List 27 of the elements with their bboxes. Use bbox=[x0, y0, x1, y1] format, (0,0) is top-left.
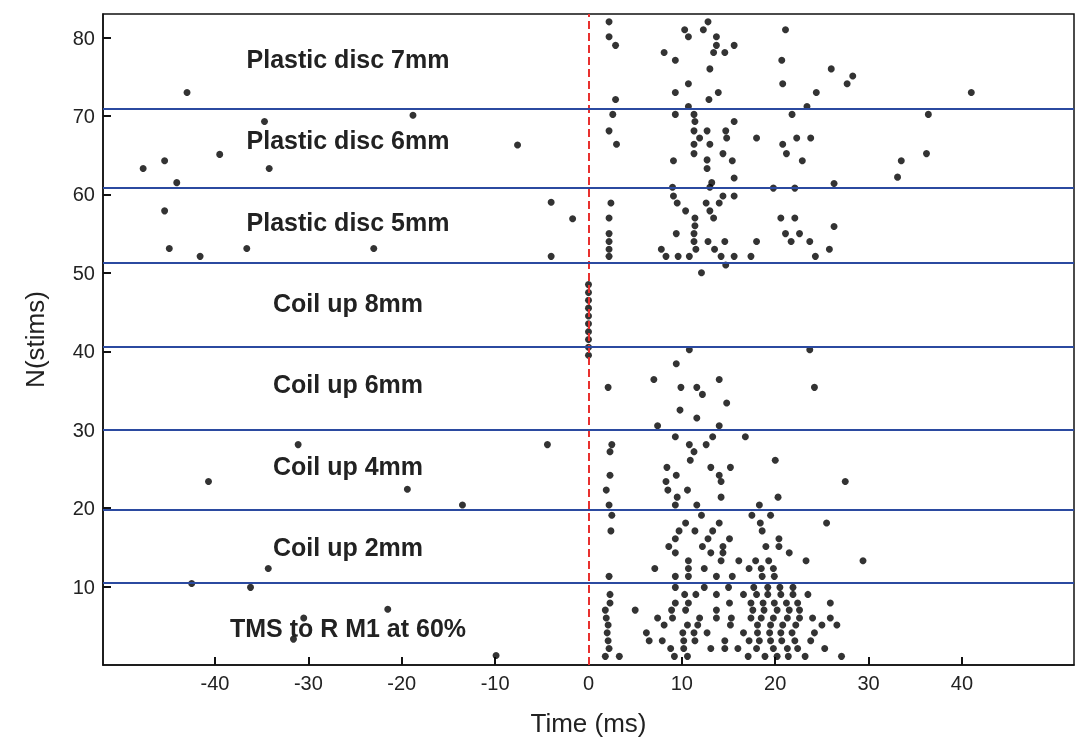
annotation: Plastic disc 6mm bbox=[246, 126, 450, 155]
y-tick-label: 40 bbox=[72, 340, 95, 363]
x-tick-label: 0 bbox=[582, 672, 595, 694]
x-tick-label: 20 bbox=[764, 672, 787, 694]
x-axis-title: Time (ms) bbox=[530, 708, 647, 738]
y-axis-title: N(stims) bbox=[20, 291, 50, 388]
y-tick-label: 20 bbox=[72, 497, 95, 520]
x-tick-label: 10 bbox=[670, 672, 693, 694]
y-tick-label: 10 bbox=[72, 575, 95, 598]
annotation: Coil up 8mm bbox=[272, 288, 424, 317]
annotation: Coil up 2mm bbox=[272, 533, 424, 562]
y-tick-label: 80 bbox=[72, 26, 95, 49]
x-tick-label: 30 bbox=[857, 672, 880, 694]
annotation: Coil up 4mm bbox=[272, 451, 424, 480]
x-tick-label: -40 bbox=[200, 672, 230, 694]
y-tick-label: 30 bbox=[72, 418, 95, 441]
x-tick-label: 40 bbox=[950, 672, 974, 694]
annotation: Plastic disc 5mm bbox=[246, 207, 450, 236]
y-tick-label: 50 bbox=[72, 261, 95, 284]
y-tick-label: 60 bbox=[72, 183, 95, 206]
x-tick-label: -30 bbox=[293, 672, 323, 694]
annotation: Plastic disc 7mm bbox=[246, 44, 450, 73]
x-tick-label: -10 bbox=[480, 672, 510, 694]
y-tick-label: 70 bbox=[72, 104, 95, 127]
annotation: Coil up 6mm bbox=[272, 370, 424, 399]
x-tick-label: -20 bbox=[387, 672, 417, 694]
annotation: TMS to R M1 at 60% bbox=[229, 614, 467, 643]
